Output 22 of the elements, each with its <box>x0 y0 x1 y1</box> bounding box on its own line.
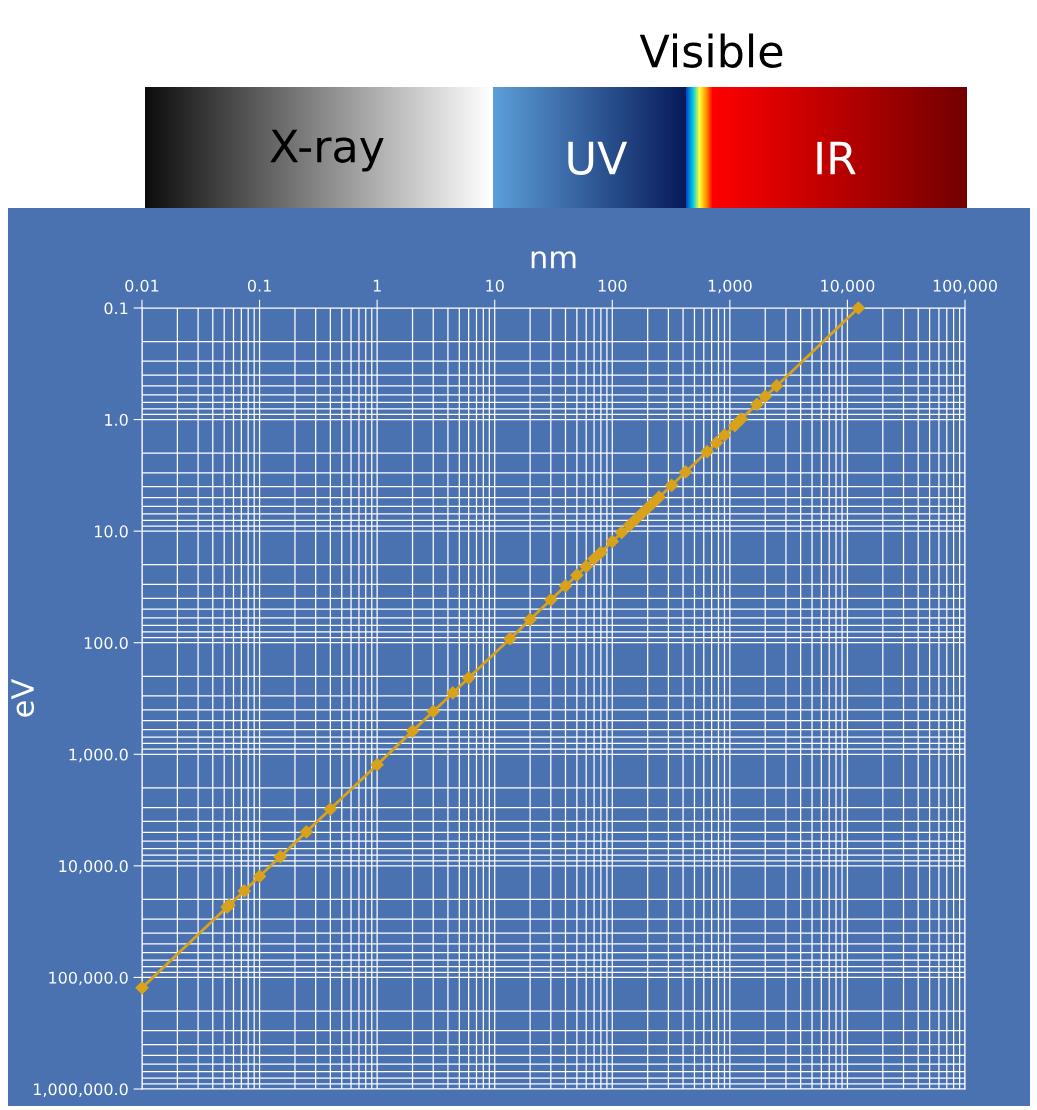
y-tick-label: 0.1 <box>104 302 128 315</box>
x-tick-label: 10 <box>486 279 504 292</box>
text: X-ray <box>270 129 384 172</box>
x-tick-label: 100,000 <box>933 279 997 294</box>
x-tick-label: 10,000 <box>821 279 875 294</box>
x-tick-label: 100 <box>598 279 627 292</box>
y-tick-label: 10,000.0 <box>59 860 128 874</box>
x-tick-label: 0.01 <box>125 279 159 292</box>
text: UV <box>568 141 628 175</box>
y-tick-label: 10.0 <box>95 525 128 538</box>
x-axis-title: nm <box>531 251 576 269</box>
x-tick-label: 0.1 <box>247 279 271 292</box>
y-tick-label: 1,000,000.0 <box>34 1083 128 1097</box>
text: Visible <box>639 33 783 68</box>
text: IR <box>817 141 856 175</box>
y-tick-label: 1,000.0 <box>69 748 128 763</box>
y-axis-title: eV <box>11 678 35 717</box>
y-tick-label: 1.0 <box>105 413 128 426</box>
x-tick-label: 1 <box>373 279 381 292</box>
y-tick-label: 100.0 <box>84 636 128 650</box>
y-tick-label: 100,000.0 <box>49 971 128 986</box>
x-tick-label: 1,000 <box>708 279 752 294</box>
